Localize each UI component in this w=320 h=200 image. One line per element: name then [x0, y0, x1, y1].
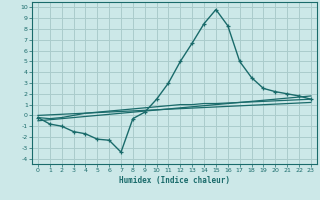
X-axis label: Humidex (Indice chaleur): Humidex (Indice chaleur) — [119, 176, 230, 185]
